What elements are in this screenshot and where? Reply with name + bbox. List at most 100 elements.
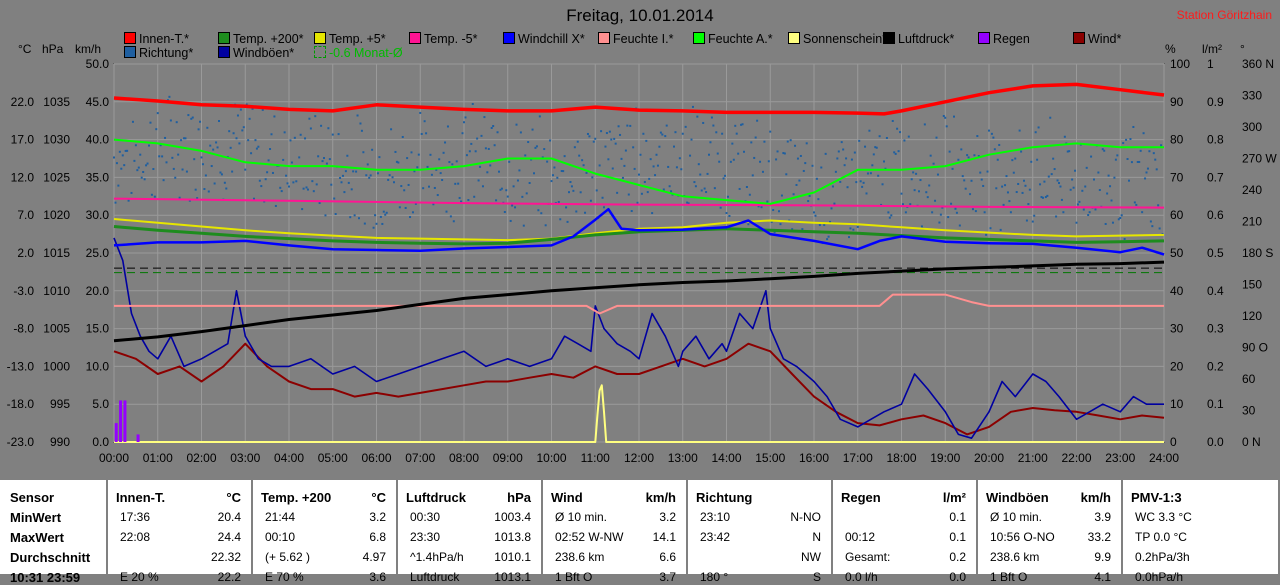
direction-point [1023,179,1025,182]
direction-point [1071,178,1074,181]
direction-point [290,161,293,164]
x-tick-label: 14:00 [711,451,741,465]
y-tick-label-humidity_pct: 20 [1170,359,1184,373]
direction-point [1101,148,1104,151]
direction-point [533,172,535,175]
summary-header-sensor: Sensor [10,490,55,505]
direction-point [162,179,165,182]
direction-point [967,156,970,159]
direction-point [391,176,394,179]
direction-point [789,139,792,142]
direction-point [827,235,830,238]
legend-label: Windchill X* [518,32,585,46]
legend-item: Temp. +5* [314,32,386,46]
summary-block-title: Innen-T. [116,490,166,505]
direction-point [477,179,480,182]
direction-point [556,176,559,179]
direction-point [584,211,587,214]
direction-point [600,130,603,133]
summary-row-value: NW [801,550,821,564]
direction-point [815,177,818,180]
direction-point [191,116,194,119]
direction-point [713,187,716,190]
y-tick-label-wind_kmh: 45.0 [86,95,110,109]
summary-row-time: 02:52 W-NW [555,530,624,544]
direction-point [1123,237,1126,240]
direction-point [1110,199,1113,202]
direction-point [1155,168,1158,171]
direction-point [325,162,328,165]
direction-point [578,154,581,157]
summary-label-current: 10:31 23:59 [10,570,81,585]
direction-point [630,210,633,213]
summary-row-value: 1010.1 [494,550,531,564]
direction-point [266,171,269,174]
legend-label: Feuchte A.* [708,32,773,46]
direction-point [738,187,741,190]
direction-point [148,144,150,147]
summary-row-value: 9.9 [1094,550,1111,564]
direction-point [670,190,673,193]
direction-point [586,132,589,135]
direction-point [145,164,148,167]
direction-point [271,171,274,174]
legend-item: Windböen* [218,46,294,60]
summary-row-time: 17:36 [120,510,151,524]
direction-point [461,132,464,135]
direction-point [836,157,839,160]
direction-point [318,202,321,205]
direction-point [254,139,257,142]
x-tick-label: 24:00 [1149,451,1179,465]
direction-point [445,210,448,213]
direction-point [530,158,533,161]
summary-row-time: Gesamt: [845,550,891,564]
direction-point [951,167,954,170]
direction-point [1117,218,1120,221]
direction-point [460,200,463,203]
direction-point [140,176,143,179]
direction-point [206,126,209,129]
y-tick-label-direction: 60 [1242,372,1256,386]
direction-point [150,193,153,196]
direction-point [839,180,842,183]
direction-point [1039,183,1042,186]
direction-point [181,168,184,171]
legend-swatch [598,32,610,44]
direction-point [1107,174,1110,177]
y-tick-label-direction: 240 [1242,183,1262,197]
direction-point [1085,166,1088,169]
direction-point [139,153,142,156]
direction-point [381,222,384,225]
direction-point [1133,201,1136,204]
summary-row-value: 6.6 [659,550,676,564]
direction-point [1132,125,1135,128]
direction-point [184,137,187,140]
direction-point [747,223,750,226]
direction-point [855,181,858,184]
summary-block: Richtung 23:10 N-NO 23:42 N NW 180 ° S [688,480,833,584]
direction-point [438,158,441,161]
summary-row-time: 00:30 [410,510,441,524]
direction-point [490,126,493,129]
direction-point [541,156,544,159]
direction-point [681,132,684,135]
summary-row-time: 23:10 [700,510,731,524]
direction-point [355,170,358,173]
direction-point [689,154,692,157]
direction-point [409,216,412,219]
direction-point [585,171,588,174]
direction-point [372,226,375,229]
direction-point [735,132,738,135]
direction-point [805,142,808,145]
direction-point [528,181,531,184]
legend-label: Richtung* [139,46,194,60]
direction-point [942,114,945,117]
direction-point [719,206,722,209]
direction-point [403,189,406,192]
y-tick-label-direction: 360 N [1242,57,1274,71]
y-tick-label-humidity_pct: 80 [1170,133,1184,147]
direction-point [1018,129,1021,132]
legend-item: Regen [978,32,1030,46]
direction-point [684,125,687,128]
y-tick-label-wind_kmh: 0.0 [92,435,109,449]
